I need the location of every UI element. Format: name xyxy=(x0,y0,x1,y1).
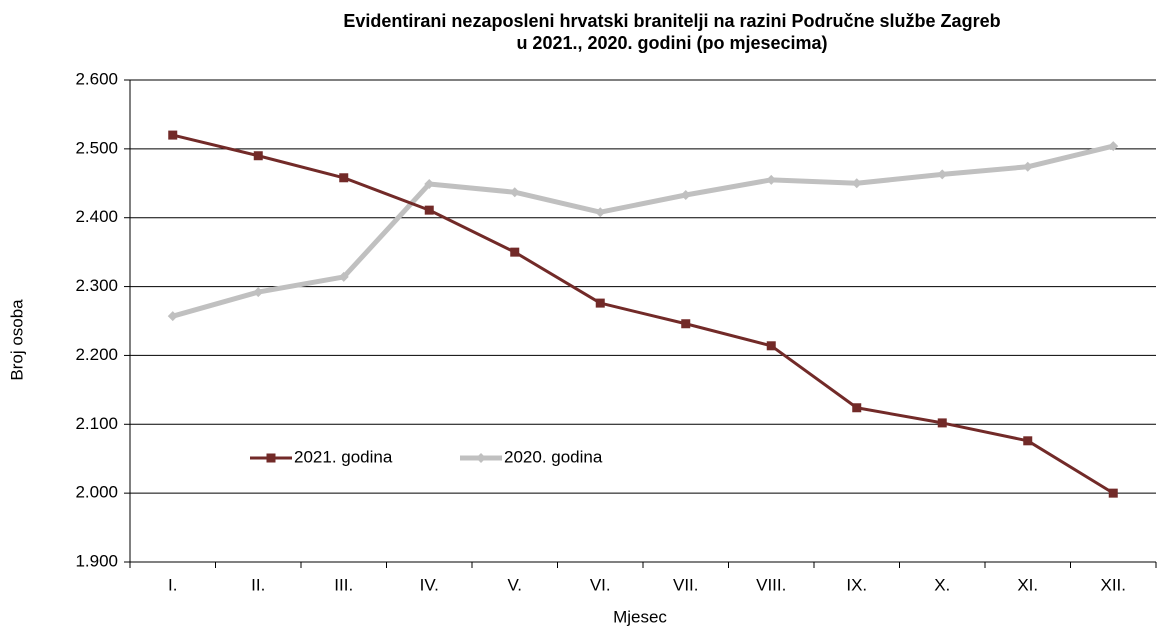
data-point xyxy=(424,205,434,215)
x-tick-label: III. xyxy=(334,575,353,594)
data-point xyxy=(852,403,862,413)
x-tick-label: XI. xyxy=(1017,575,1038,594)
data-point xyxy=(424,178,435,189)
data-point xyxy=(766,174,777,185)
legend-marker xyxy=(266,453,276,463)
data-point xyxy=(167,311,178,322)
y-axis-label: Broj osoba xyxy=(7,299,26,381)
x-tick-label: VII. xyxy=(673,575,699,594)
y-tick-label: 2.500 xyxy=(75,138,118,157)
data-point xyxy=(168,130,178,140)
data-point xyxy=(937,169,948,180)
data-point xyxy=(766,341,776,351)
data-point xyxy=(1108,141,1119,152)
data-point xyxy=(509,187,520,198)
data-point xyxy=(510,247,520,257)
x-tick-label: VI. xyxy=(590,575,611,594)
y-tick-label: 2.000 xyxy=(75,483,118,502)
x-tick-label: IV. xyxy=(420,575,439,594)
data-point xyxy=(1022,161,1033,172)
x-axis-label: Mjesec xyxy=(613,607,667,626)
x-tick-label: II. xyxy=(251,575,265,594)
x-tick-label: XII. xyxy=(1100,575,1126,594)
data-point xyxy=(338,271,349,282)
x-tick-label: X. xyxy=(934,575,950,594)
y-tick-label: 1.900 xyxy=(75,551,118,570)
data-point xyxy=(339,173,349,183)
legend-label: 2021. godina xyxy=(294,447,393,466)
x-tick-label: IX. xyxy=(846,575,867,594)
x-tick-label: I. xyxy=(168,575,177,594)
y-tick-label: 2.200 xyxy=(75,345,118,364)
x-tick-label: VIII. xyxy=(756,575,786,594)
data-point xyxy=(680,189,691,200)
data-point xyxy=(595,207,606,218)
data-point xyxy=(253,287,264,298)
series-line xyxy=(172,143,1114,319)
data-point xyxy=(595,298,605,308)
legend-label: 2020. godina xyxy=(504,447,603,466)
y-tick-label: 2.600 xyxy=(75,69,118,88)
data-point xyxy=(937,418,947,428)
data-point xyxy=(1023,436,1033,446)
x-tick-label: V. xyxy=(507,575,522,594)
data-point xyxy=(851,178,862,189)
chart-title: u 2021., 2020. godini (po mjesecima) xyxy=(516,33,827,53)
y-tick-label: 2.300 xyxy=(75,276,118,295)
data-point xyxy=(681,319,691,329)
y-tick-label: 2.400 xyxy=(75,207,118,226)
data-point xyxy=(253,151,263,161)
chart-title: Evidentirani nezaposleni hrvatski branit… xyxy=(343,11,1000,31)
y-tick-label: 2.100 xyxy=(75,414,118,433)
legend-marker xyxy=(476,453,486,463)
data-point xyxy=(1108,488,1118,498)
series-line xyxy=(172,133,1115,495)
